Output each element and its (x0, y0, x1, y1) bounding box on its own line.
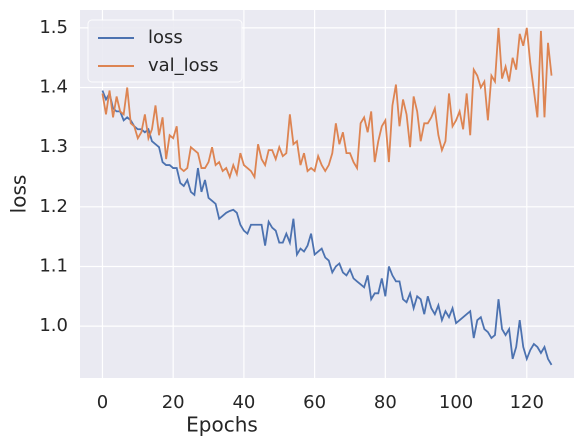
y-tick-label: 1.0 (39, 315, 68, 336)
x-tick-label: 100 (439, 392, 473, 413)
x-tick-label: 20 (162, 392, 185, 413)
x-tick-label: 80 (374, 392, 397, 413)
y-axis-label: loss (7, 175, 31, 214)
line (101, 90, 553, 366)
line (101, 27, 553, 180)
y-tick-label: 1.3 (39, 136, 68, 157)
y-tick-label: 1.4 (39, 77, 68, 98)
legend-label: loss (148, 27, 183, 48)
x-axis-label: Epochs (186, 413, 258, 437)
y-tick-label: 1.5 (39, 17, 68, 38)
x-tick-label: 40 (232, 392, 255, 413)
x-tick-label: 60 (303, 392, 326, 413)
y-tick-label: 1.1 (39, 255, 68, 276)
y-tick-label: 1.2 (39, 196, 68, 217)
x-tick-label: 120 (510, 392, 544, 413)
legend-label: val_loss (148, 55, 218, 76)
x-tick-label: 0 (97, 392, 108, 413)
